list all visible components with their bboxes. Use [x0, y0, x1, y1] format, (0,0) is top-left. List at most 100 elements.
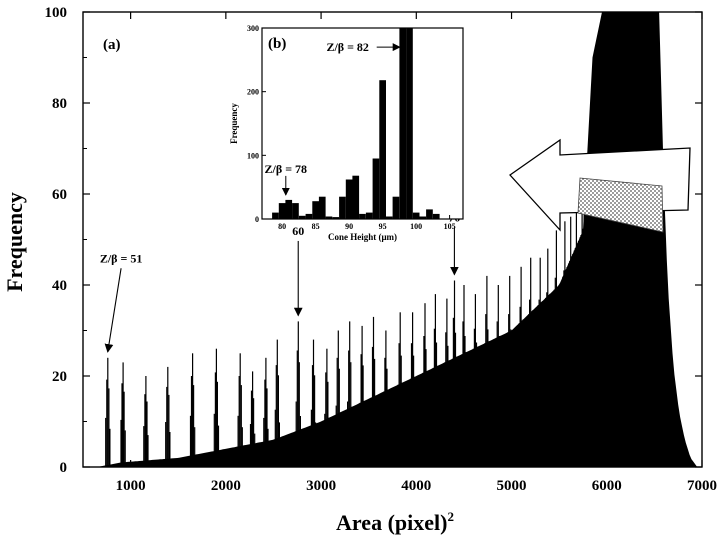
main-bar: [348, 350, 350, 467]
main-bar: [265, 357, 267, 467]
main-bar: [328, 417, 330, 467]
main-bar: [569, 261, 571, 467]
main-bar: [484, 343, 486, 467]
inset-x-tick-label: 90: [345, 222, 353, 231]
x-tick-label: 3000: [306, 478, 336, 494]
main-bar: [451, 358, 453, 467]
inset-bar: [372, 158, 380, 219]
main-bar: [276, 339, 278, 467]
main-bar: [507, 332, 509, 467]
main-bar: [487, 329, 489, 467]
peak-annotation-arrow: [104, 268, 122, 353]
main-bar: [423, 336, 425, 467]
main-bar: [215, 348, 217, 467]
x-tick-label: 2000: [211, 478, 241, 494]
main-bar: [583, 209, 585, 467]
main-bar: [363, 400, 365, 467]
main-bar: [464, 336, 466, 467]
main-bar: [498, 336, 500, 467]
inset-plot-frame: [261, 27, 464, 220]
main-bar: [564, 221, 566, 467]
main-bar: [121, 383, 123, 467]
main-bar: [297, 321, 299, 467]
main-bar: [350, 362, 352, 467]
main-bar: [547, 248, 549, 467]
x-tick-label: 7000: [687, 478, 717, 494]
main-bar: [167, 366, 169, 467]
main-bar: [194, 427, 196, 467]
y-tick-label: 60: [52, 187, 67, 203]
main-bar: [532, 310, 534, 467]
inset-x-tick-label: 85: [312, 222, 320, 231]
main-bar: [325, 372, 327, 467]
main-bar: [359, 402, 361, 467]
inset-annotation-label: Z/β = 82: [326, 40, 369, 54]
main-bar: [453, 280, 456, 467]
main-bar: [436, 365, 439, 467]
x-tick-label: 1000: [116, 478, 146, 494]
main-bar: [192, 353, 194, 468]
panel-label-a: (a): [103, 37, 121, 53]
main-bar: [545, 297, 547, 467]
main-bar: [144, 394, 146, 467]
main-bar: [521, 320, 523, 467]
inset-x-tick-label: 100: [410, 222, 422, 231]
inset-bar: [332, 217, 340, 219]
main-bar: [537, 305, 539, 467]
main-bar: [311, 365, 314, 467]
inset-bar: [352, 175, 360, 219]
main-bar: [383, 391, 385, 467]
main-bar: [264, 379, 266, 467]
inset-bar: [292, 203, 299, 219]
inset-x-tick-label: 95: [379, 222, 387, 231]
inset-y-tick-label: 300: [247, 24, 259, 33]
inset-x-tick-label: 80: [278, 222, 286, 231]
main-bar: [434, 294, 436, 467]
main-bar: [371, 346, 374, 467]
inset-bar: [392, 196, 400, 219]
main-bar: [496, 321, 498, 467]
main-bar: [541, 301, 543, 467]
zoom-hatched-band: [577, 177, 664, 233]
main-bar: [581, 184, 583, 467]
inset-x-axis-title: Cone Height (μm): [328, 232, 397, 242]
main-bar: [263, 417, 265, 467]
main-bar: [473, 328, 475, 467]
inset-bar: [419, 216, 427, 219]
main-bar: [485, 314, 487, 467]
main-bar: [452, 317, 454, 467]
y-tick-label: 40: [52, 278, 67, 294]
main-bar: [462, 321, 464, 467]
main-bar: [472, 348, 474, 467]
inset-bar: [345, 179, 353, 219]
main-bar: [562, 276, 564, 467]
inset-histogram-bars: [272, 28, 440, 219]
main-bar: [239, 353, 241, 468]
main-bar: [448, 360, 450, 467]
y-tick-label: 100: [45, 5, 68, 21]
main-bar: [465, 352, 467, 467]
main-bar: [349, 321, 351, 467]
main-bar: [310, 409, 312, 467]
main-bar: [422, 372, 424, 467]
main-bar: [362, 365, 364, 467]
main-bar: [250, 390, 253, 467]
main-bar: [298, 362, 300, 467]
main-bar: [386, 368, 388, 467]
main-bar: [414, 376, 416, 467]
main-bar: [336, 357, 338, 467]
main-bar: [213, 413, 215, 467]
inset-annotation-label: Z/β = 78: [265, 162, 308, 176]
main-bar: [519, 306, 521, 467]
main-bar: [385, 330, 387, 467]
main-bar: [568, 263, 570, 467]
main-bar: [495, 337, 497, 467]
inset-background: [256, 27, 468, 219]
main-bar: [508, 314, 510, 467]
main-bar: [488, 341, 490, 467]
main-bar: [166, 386, 168, 467]
main-bar: [580, 235, 582, 467]
peak-annotation-label: 60: [292, 224, 304, 238]
main-bar: [295, 401, 297, 467]
main-bar: [572, 254, 574, 467]
